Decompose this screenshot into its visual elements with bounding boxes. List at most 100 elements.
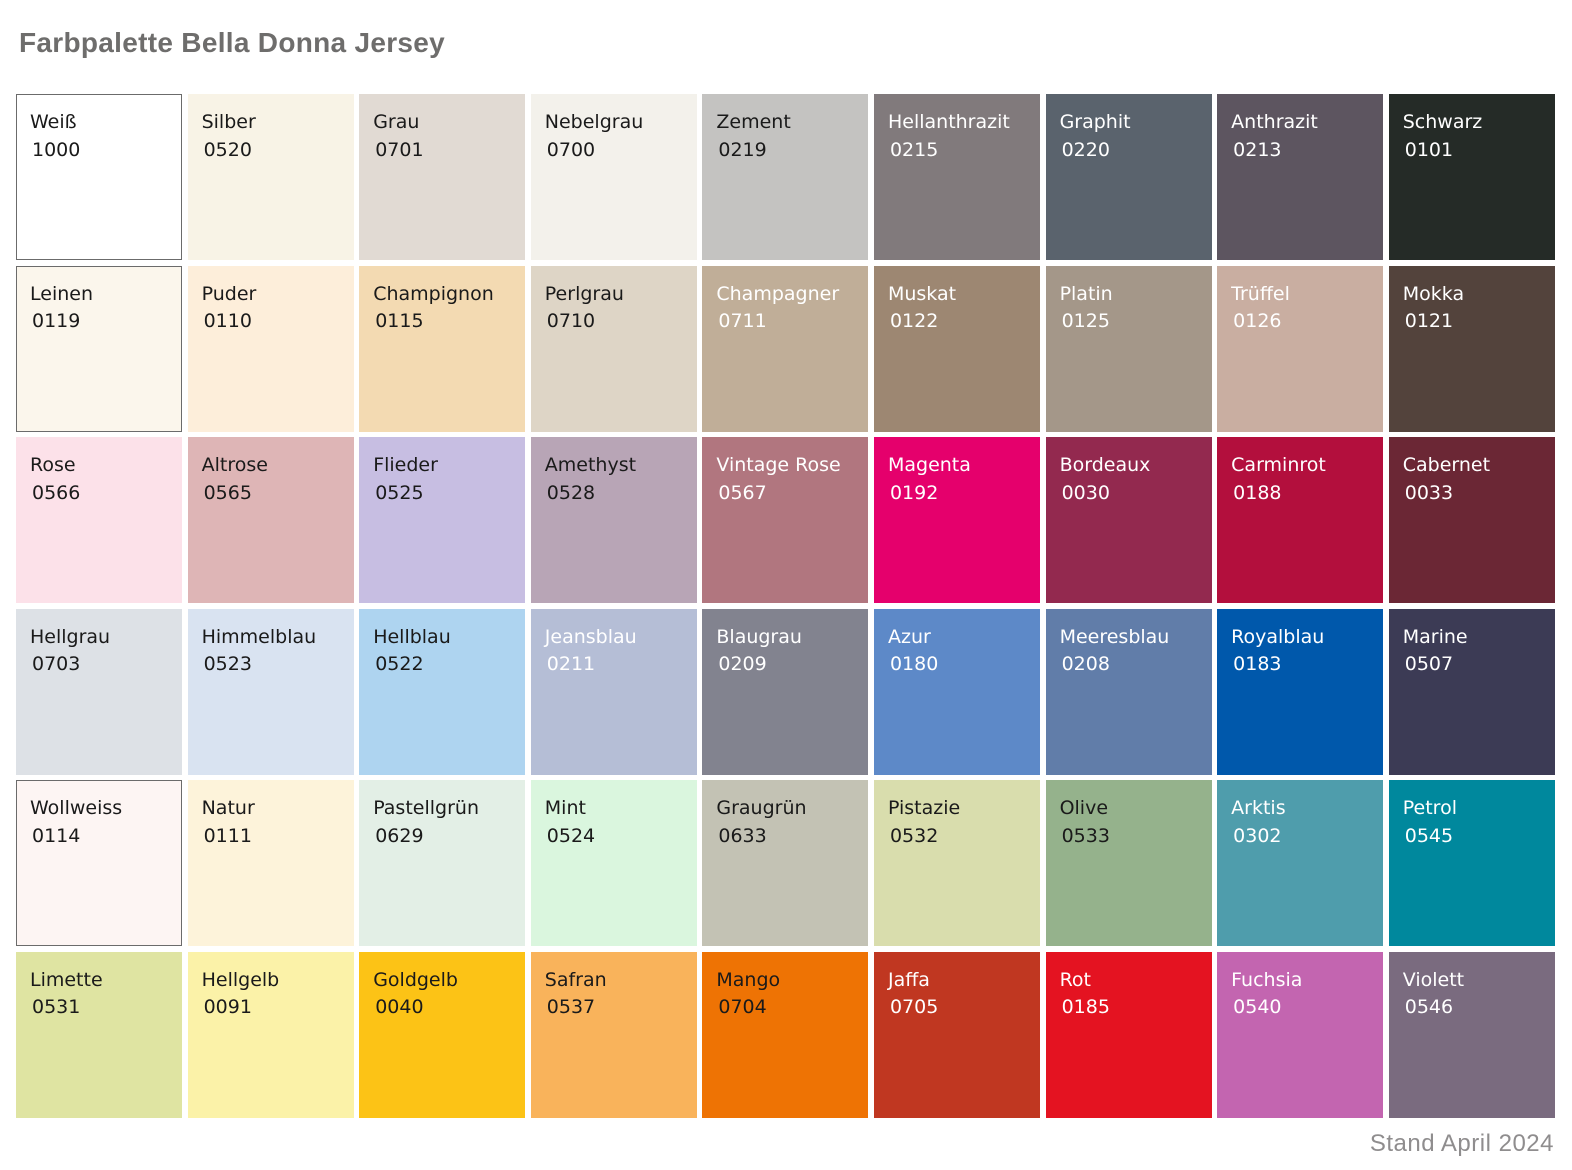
color-name: Trüffel bbox=[1231, 282, 1290, 305]
color-swatch: Natur 0111 bbox=[187, 780, 354, 947]
color-name: Marine bbox=[1402, 625, 1468, 648]
color-code: 0030 bbox=[1061, 481, 1110, 504]
color-swatch: Altrose 0565 bbox=[187, 437, 354, 604]
color-code: 0040 bbox=[375, 996, 424, 1019]
color-swatch: Blaugrau 0209 bbox=[702, 608, 869, 775]
color-swatch: Arktis 0302 bbox=[1217, 780, 1384, 947]
color-swatch: Himmelblau 0523 bbox=[187, 608, 354, 775]
color-code: 0520 bbox=[203, 138, 252, 161]
color-swatch: Azur 0180 bbox=[873, 608, 1040, 775]
color-name: Cabernet bbox=[1402, 454, 1491, 477]
page-title: Farbpalette Bella Donna Jersey bbox=[19, 27, 446, 58]
color-swatch: Mint 0524 bbox=[530, 780, 697, 947]
color-name: Leinen bbox=[30, 282, 93, 305]
color-name: Schwarz bbox=[1402, 111, 1483, 133]
color-name: Pastellgrün bbox=[373, 797, 479, 820]
color-code: 0524 bbox=[546, 824, 596, 847]
color-swatch: Goldgelb 0040 bbox=[359, 951, 526, 1118]
color-name: Bordeaux bbox=[1059, 454, 1151, 477]
color-swatch: Olive 0533 bbox=[1045, 780, 1212, 947]
color-name: Natur bbox=[201, 797, 255, 820]
color-name: Champagner bbox=[716, 282, 840, 305]
color-code: 0523 bbox=[203, 653, 252, 676]
color-code: 0119 bbox=[32, 310, 81, 333]
color-code: 0033 bbox=[1404, 481, 1454, 504]
color-name: Himmelblau bbox=[201, 625, 317, 648]
color-name: Carminrot bbox=[1231, 454, 1326, 477]
color-name: Muskat bbox=[887, 282, 957, 305]
color-swatch: Leinen 0119 bbox=[16, 265, 182, 432]
color-code: 0567 bbox=[718, 481, 767, 504]
color-swatch: Schwarz 0101 bbox=[1388, 94, 1555, 260]
color-name: Meeresblau bbox=[1059, 625, 1170, 648]
color-code: 0185 bbox=[1061, 996, 1110, 1019]
color-code: 0525 bbox=[375, 481, 424, 504]
color-swatch: Cabernet 0033 bbox=[1388, 437, 1555, 604]
color-code: 0110 bbox=[203, 310, 252, 333]
color-name: Hellgelb bbox=[201, 968, 280, 991]
color-code: 0629 bbox=[375, 824, 424, 847]
color-swatch: Hellblau 0522 bbox=[359, 608, 526, 775]
color-name: Jeansblau bbox=[544, 625, 637, 648]
color-name: Olive bbox=[1059, 797, 1109, 820]
color-name: Jaffa bbox=[887, 968, 930, 991]
color-name: Petrol bbox=[1402, 797, 1457, 820]
color-name: Altrose bbox=[201, 454, 268, 477]
color-code: 0209 bbox=[718, 653, 767, 676]
color-name: Fuchsia bbox=[1231, 968, 1303, 991]
color-swatch: Grau 0701 bbox=[359, 94, 526, 260]
color-name: Arktis bbox=[1231, 797, 1286, 820]
color-name: Weiß bbox=[30, 111, 77, 133]
color-swatch: Muskat 0122 bbox=[873, 265, 1040, 432]
color-swatch: Mokka 0121 bbox=[1388, 265, 1555, 432]
color-name: Wollweiss bbox=[30, 797, 123, 820]
color-name: Champignon bbox=[373, 282, 494, 305]
color-swatch: Amethyst 0528 bbox=[530, 437, 697, 604]
color-code: 0507 bbox=[1404, 653, 1454, 676]
color-name: Mango bbox=[716, 968, 781, 991]
color-name: Azur bbox=[887, 625, 931, 648]
color-code: 0215 bbox=[889, 138, 939, 161]
color-code: 0111 bbox=[203, 824, 252, 847]
color-code: 0703 bbox=[32, 653, 81, 676]
color-swatch: Fuchsia 0540 bbox=[1217, 951, 1384, 1118]
color-name: Limette bbox=[30, 968, 103, 991]
color-code: 0711 bbox=[718, 310, 767, 333]
color-swatch: Flieder 0525 bbox=[359, 437, 526, 604]
color-code: 0546 bbox=[1404, 996, 1454, 1019]
color-name: Puder bbox=[201, 282, 257, 305]
color-code: 0633 bbox=[718, 824, 767, 847]
color-code: 0710 bbox=[546, 310, 596, 333]
color-name: Amethyst bbox=[544, 454, 637, 477]
color-code: 0532 bbox=[889, 824, 939, 847]
color-swatch: Vintage Rose 0567 bbox=[702, 437, 869, 604]
color-code: 0545 bbox=[1404, 824, 1454, 847]
color-swatch: Mango 0704 bbox=[702, 951, 869, 1118]
color-swatch: Weiß 1000 bbox=[16, 94, 182, 260]
color-swatch: Hellgrau 0703 bbox=[16, 608, 182, 775]
color-code: 0121 bbox=[1404, 310, 1454, 333]
color-code: 0115 bbox=[375, 310, 424, 333]
color-name: Nebelgrau bbox=[544, 111, 644, 133]
color-code: 0126 bbox=[1233, 310, 1282, 333]
color-name: Rose bbox=[30, 454, 76, 477]
color-swatch: Hellgelb 0091 bbox=[187, 951, 354, 1118]
color-name: Mokka bbox=[1402, 282, 1465, 305]
color-swatch: Graphit 0220 bbox=[1045, 94, 1212, 260]
color-swatch: Violett 0546 bbox=[1388, 951, 1555, 1118]
color-code: 0122 bbox=[889, 310, 939, 333]
color-swatch: Royalblau 0183 bbox=[1217, 608, 1384, 775]
color-code: 0183 bbox=[1233, 653, 1282, 676]
color-name: Perlgrau bbox=[544, 282, 624, 305]
color-code: 0704 bbox=[718, 996, 767, 1019]
color-name: Pistazie bbox=[887, 797, 961, 820]
color-swatch: Trüffel 0126 bbox=[1217, 265, 1384, 432]
color-swatch: Puder 0110 bbox=[187, 265, 354, 432]
color-code: 0091 bbox=[203, 996, 252, 1019]
color-swatch: Champignon 0115 bbox=[359, 265, 526, 432]
color-code: 0522 bbox=[375, 653, 424, 676]
color-code: 0566 bbox=[32, 481, 81, 504]
swatch-grid: Weiß 1000 Silber 0520 Grau 0701 Nebelgra… bbox=[16, 94, 1555, 1118]
color-name: Zement bbox=[716, 111, 791, 133]
color-name: Anthrazit bbox=[1231, 111, 1318, 133]
